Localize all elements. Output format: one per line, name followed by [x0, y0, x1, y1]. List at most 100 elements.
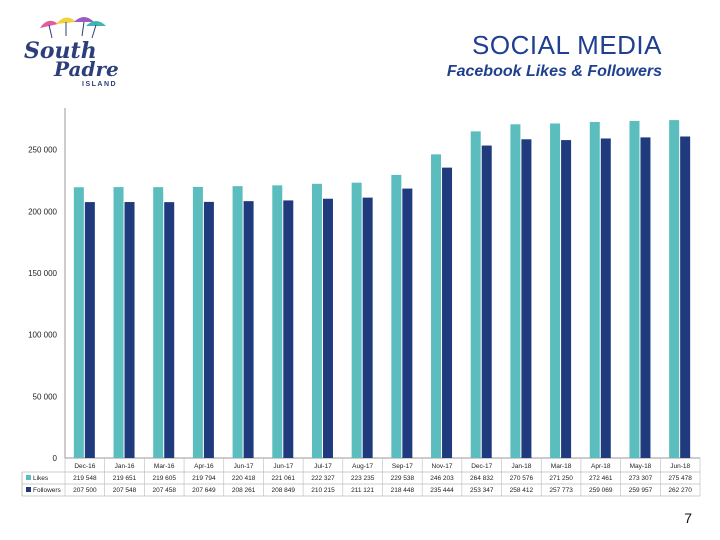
bar-followers [442, 167, 453, 458]
data-label: 229 538 [391, 475, 415, 482]
y-tick-label: 50 000 [33, 392, 58, 401]
x-tick-label: Jul-17 [314, 463, 332, 470]
data-label: 219 548 [73, 475, 97, 482]
data-label: 218 448 [391, 487, 415, 494]
y-tick-label: 0 [53, 454, 58, 463]
x-tick-label: Mar-16 [154, 463, 175, 470]
data-label: 220 418 [232, 475, 256, 482]
data-label: 207 548 [113, 487, 137, 494]
data-label: 262 270 [668, 487, 692, 494]
logo-word-padre: Padre [53, 57, 119, 81]
y-tick-label: 150 000 [28, 269, 57, 278]
data-label: 222 327 [311, 475, 335, 482]
data-label: 219 794 [192, 475, 216, 482]
bar-followers [362, 197, 373, 458]
data-label: 270 576 [510, 475, 534, 482]
umbrella-pink-icon [40, 20, 58, 28]
data-label: 264 832 [470, 475, 494, 482]
bar-likes [431, 154, 442, 458]
x-tick-label: Apr-16 [194, 463, 214, 470]
data-label: 219 605 [152, 475, 176, 482]
bar-followers [322, 198, 333, 458]
bar-likes [232, 186, 243, 459]
data-label: 223 235 [351, 475, 375, 482]
bar-likes [272, 185, 283, 458]
logo-word-south: South [24, 38, 97, 64]
bar-likes [669, 120, 680, 458]
data-label: 259 069 [589, 487, 613, 494]
x-tick-label: Jan-16 [115, 463, 135, 470]
bar-likes [153, 187, 164, 458]
bar-followers [561, 140, 572, 459]
x-tick-label: Jun-18 [670, 463, 690, 470]
data-label: 211 121 [351, 487, 374, 494]
x-tick-label: Dec-17 [471, 463, 492, 470]
y-tick-label: 200 000 [28, 207, 57, 216]
bar-followers [640, 137, 651, 459]
bar-likes [192, 186, 203, 459]
data-label: 271 250 [549, 475, 573, 482]
bar-likes [470, 131, 481, 458]
data-label: 208 849 [272, 487, 296, 494]
bar-likes [113, 187, 124, 458]
bar-likes [351, 182, 362, 459]
data-label: 207 500 [73, 487, 97, 494]
plot-area: 0 50 000 100 000 150 000 200 000 250 000 Dec-1… [21, 108, 701, 497]
data-label: 219 651 [113, 475, 137, 482]
x-tick-label: Jun-17 [234, 463, 254, 470]
legend-label: Followers [33, 487, 62, 494]
data-label: 253 347 [470, 487, 494, 494]
umbrella-purple-icon [74, 17, 94, 22]
umbrella-teal-icon [86, 21, 106, 26]
legend-label: Likes [33, 475, 49, 482]
y-tick-label: 250 000 [28, 146, 57, 155]
bar-likes [510, 124, 521, 458]
data-label: 273 307 [629, 475, 653, 482]
data-label: 272 461 [589, 475, 613, 482]
data-label: 258 412 [510, 487, 534, 494]
data-label: 257 773 [549, 487, 573, 494]
x-tick-label: Apr-18 [591, 463, 611, 470]
x-tick-label: Dec-16 [74, 463, 95, 470]
x-tick-label: Jun-17 [273, 463, 293, 470]
data-label: 207 649 [192, 487, 216, 494]
page-number: 7 [684, 510, 692, 526]
x-tick-label: Aug-17 [352, 463, 373, 470]
bar-followers [680, 136, 691, 458]
bar-followers [124, 202, 135, 458]
legend-swatch-followers [26, 487, 31, 492]
data-label: 221 061 [272, 475, 296, 482]
data-label: 208 261 [232, 487, 256, 494]
data-label: 235 444 [430, 487, 454, 494]
x-tick-label: May-18 [630, 463, 652, 470]
bar-likes [629, 120, 640, 459]
data-label: 259 957 [629, 487, 653, 494]
bar-followers [481, 145, 492, 458]
page-title: SOCIAL MEDIA [472, 30, 662, 60]
bar-likes [311, 183, 322, 459]
x-tick-label: Sep-17 [392, 463, 413, 470]
logo-sub-text: ISLAND [82, 81, 117, 88]
bar-likes [550, 123, 561, 458]
x-tick-label: Jan-18 [511, 463, 531, 470]
y-tick-label: 100 000 [28, 331, 57, 340]
bar-followers [283, 200, 294, 459]
x-tick-label: Mar-18 [551, 463, 572, 470]
data-label: 246 203 [430, 475, 454, 482]
page-subtitle: Facebook Likes & Followers [446, 63, 662, 80]
bar-likes [391, 174, 402, 458]
bar-followers [243, 201, 254, 458]
bar-followers [84, 202, 95, 458]
bar-likes [589, 121, 600, 458]
data-label: 210 215 [311, 487, 335, 494]
bar-followers [164, 202, 175, 458]
data-label: 207 458 [152, 487, 176, 494]
bar-followers [402, 188, 413, 458]
x-tick-label: Nov-17 [432, 463, 453, 470]
bar-followers [521, 139, 532, 458]
data-label: 275 478 [668, 475, 692, 482]
legend-swatch-likes [26, 475, 31, 480]
umbrella-yellow-icon [56, 17, 76, 24]
bar-likes [73, 187, 84, 459]
